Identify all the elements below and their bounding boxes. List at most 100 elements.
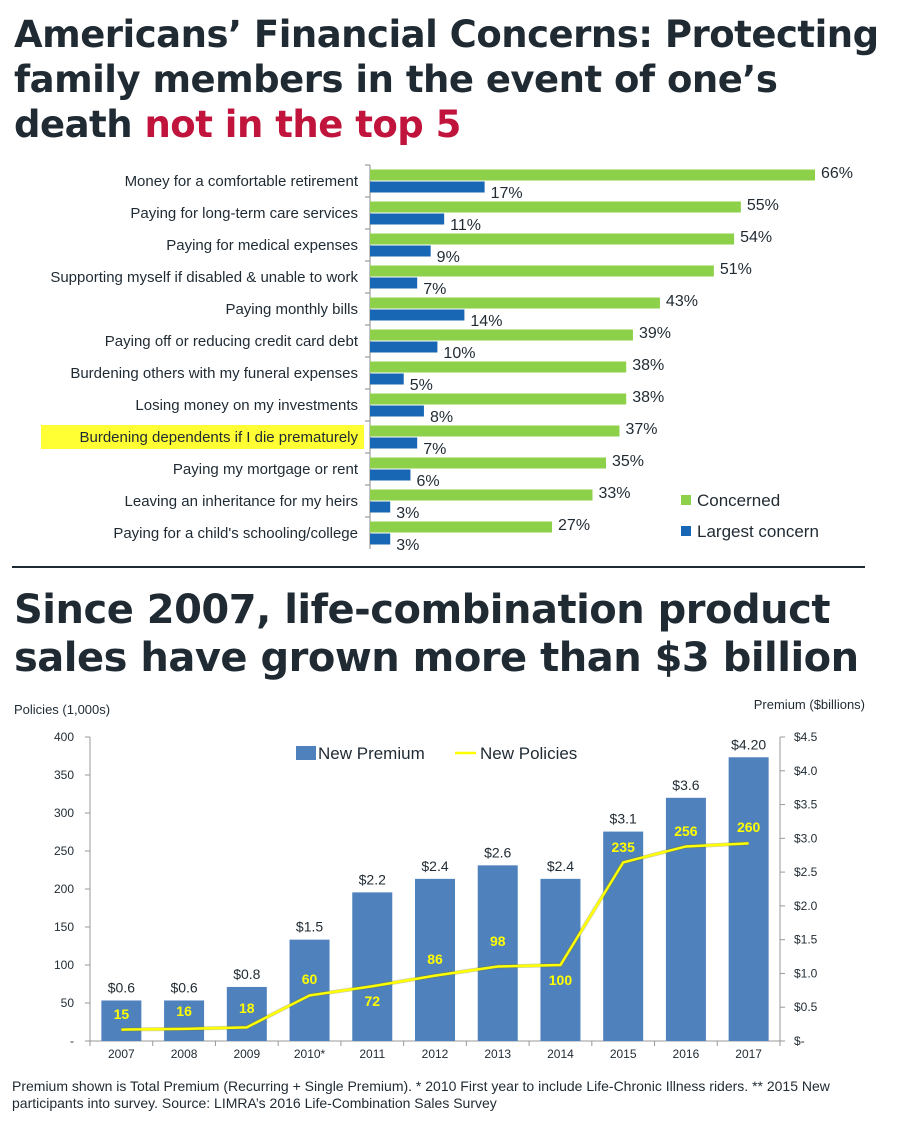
right-tick-label: $0.5 [794, 1000, 818, 1014]
premium-bar [352, 892, 393, 1041]
bar-largest [370, 181, 485, 193]
bar-label-concerned: 54% [740, 229, 772, 246]
footnote: Premium shown is Total Premium (Recurrin… [12, 1078, 830, 1111]
category-label: Paying for medical expenses [166, 237, 358, 254]
category-label: Paying my mortgage or rent [173, 461, 359, 478]
bar-largest [370, 309, 465, 321]
policies-label: 15 [114, 1006, 130, 1022]
category-highlight [41, 425, 364, 449]
policies-label: 86 [427, 951, 443, 967]
bar-label-concerned: 37% [625, 421, 657, 438]
bar-label-concerned: 33% [599, 485, 631, 502]
premium-label: $0.6 [170, 979, 197, 995]
left-tick-label: 200 [54, 882, 74, 896]
policies-label: 100 [549, 972, 573, 988]
premium-label: $0.8 [233, 966, 260, 982]
premium-label: $3.6 [672, 777, 699, 793]
left-tick-label: 250 [54, 844, 74, 858]
policies-label: 260 [737, 819, 761, 835]
legend-swatch-largest [681, 526, 691, 536]
premium-bar [226, 986, 267, 1041]
left-tick-label: 50 [61, 996, 75, 1010]
chart1-title: Americans’ Financial Concerns: Protectin… [14, 12, 894, 147]
left-tick-label: - [70, 1034, 74, 1048]
bar-label-largest: 7% [423, 281, 446, 298]
title1-text: Americans’ Financial Concerns: Protectin… [14, 13, 879, 146]
premium-bar [540, 878, 581, 1041]
bar-label-largest: 5% [410, 377, 433, 394]
bar-largest [370, 373, 404, 385]
bar-largest [370, 469, 411, 481]
right-tick-label: $2.5 [794, 865, 818, 879]
bar-label-concerned: 43% [666, 293, 698, 310]
bar-concerned [370, 489, 593, 501]
x-tick-label: 2011 [359, 1047, 385, 1061]
bar-label-concerned: 38% [632, 389, 664, 406]
left-tick-label: 400 [54, 730, 74, 744]
category-label: Paying off or reducing credit card debt [105, 333, 359, 350]
policies-label: 235 [612, 839, 636, 855]
premium-bar [603, 831, 644, 1041]
bar-label-largest: 3% [396, 505, 419, 522]
premium-bar [477, 865, 518, 1041]
right-tick-label: $2.0 [794, 899, 818, 913]
x-tick-label: 2009 [233, 1047, 260, 1061]
legend-label-policies: New Policies [480, 744, 577, 763]
bar-label-concerned: 51% [720, 261, 752, 278]
legend-label-largest: Largest concern [697, 522, 819, 541]
premium-label: $4.20 [731, 736, 766, 752]
bar-concerned [370, 425, 620, 437]
policies-label: 256 [674, 823, 698, 839]
policies-label: 72 [364, 993, 380, 1009]
bar-label-largest: 14% [470, 313, 502, 330]
bar-label-concerned: 66% [821, 165, 853, 182]
bar-largest [370, 245, 431, 257]
category-label: Paying for a child's schooling/college [113, 525, 358, 542]
bar-concerned [370, 201, 741, 213]
right-tick-label: $4.0 [794, 764, 818, 778]
bar-label-concerned: 39% [639, 325, 671, 342]
category-label: Burdening dependents if I die prematurel… [79, 429, 358, 446]
premium-bar [728, 757, 769, 1041]
bar-concerned [370, 361, 627, 373]
legend-label-premium: New Premium [318, 744, 425, 763]
bar-label-largest: 10% [443, 345, 475, 362]
concerns-chart: Money for a comfortable retirement 66% 17%… [41, 164, 853, 554]
premium-bar [101, 1000, 142, 1041]
bar-label-largest: 17% [491, 185, 523, 202]
left-axis-title: Policies (1,000s) [14, 702, 111, 717]
bar-largest [370, 501, 391, 513]
section-divider [12, 566, 865, 568]
category-label: Paying monthly bills [225, 301, 358, 318]
premium-label: $2.6 [484, 844, 511, 860]
x-tick-label: 2014 [547, 1047, 574, 1061]
left-tick-label: 100 [54, 958, 74, 972]
category-label: Losing money on my investments [135, 397, 358, 414]
x-tick-label: 2007 [108, 1047, 135, 1061]
bar-label-largest: 7% [423, 441, 446, 458]
premium-label: $3.1 [610, 811, 637, 827]
policies-label: 18 [239, 1000, 255, 1016]
bar-label-concerned: 55% [747, 197, 779, 214]
bar-label-concerned: 27% [558, 517, 590, 534]
x-tick-label: 2013 [484, 1047, 511, 1061]
x-tick-label: 2016 [673, 1047, 700, 1061]
premium-bar [415, 878, 455, 1041]
premium-label: $2.4 [421, 858, 448, 874]
left-tick-label: 300 [54, 806, 74, 820]
right-tick-label: $4.5 [794, 730, 818, 744]
category-label: Money for a comfortable retirement [125, 173, 359, 190]
bar-label-largest: 11% [450, 217, 481, 234]
legend-label-concerned: Concerned [697, 491, 780, 510]
bar-label-concerned: 35% [612, 453, 644, 470]
right-tick-label: $3.0 [794, 831, 818, 845]
bar-largest [370, 405, 424, 417]
premium-bar [164, 1000, 205, 1041]
x-tick-label: 2012 [422, 1047, 449, 1061]
bar-concerned [370, 233, 735, 245]
bar-label-largest: 8% [430, 409, 453, 426]
bar-label-largest: 3% [396, 537, 419, 554]
bar-concerned [370, 169, 815, 181]
x-tick-label: 2010* [294, 1047, 326, 1061]
bar-concerned [370, 329, 633, 341]
